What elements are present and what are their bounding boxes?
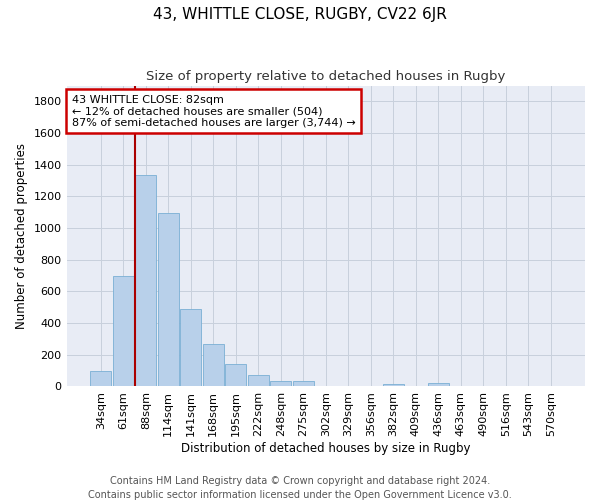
Bar xyxy=(135,175,157,386)
Bar xyxy=(203,344,224,386)
Bar xyxy=(293,381,314,386)
X-axis label: Distribution of detached houses by size in Rugby: Distribution of detached houses by size … xyxy=(181,442,470,455)
Title: Size of property relative to detached houses in Rugby: Size of property relative to detached ho… xyxy=(146,70,505,83)
Bar xyxy=(428,384,449,386)
Y-axis label: Number of detached properties: Number of detached properties xyxy=(15,143,28,329)
Bar xyxy=(180,309,202,386)
Text: 43, WHITTLE CLOSE, RUGBY, CV22 6JR: 43, WHITTLE CLOSE, RUGBY, CV22 6JR xyxy=(153,8,447,22)
Bar xyxy=(90,372,112,386)
Bar xyxy=(248,376,269,386)
Bar xyxy=(383,384,404,386)
Text: Contains HM Land Registry data © Crown copyright and database right 2024.
Contai: Contains HM Land Registry data © Crown c… xyxy=(88,476,512,500)
Text: 43 WHITTLE CLOSE: 82sqm
← 12% of detached houses are smaller (504)
87% of semi-d: 43 WHITTLE CLOSE: 82sqm ← 12% of detache… xyxy=(72,94,355,128)
Bar xyxy=(113,276,134,386)
Bar xyxy=(270,381,292,386)
Bar xyxy=(225,364,247,386)
Bar xyxy=(158,213,179,386)
